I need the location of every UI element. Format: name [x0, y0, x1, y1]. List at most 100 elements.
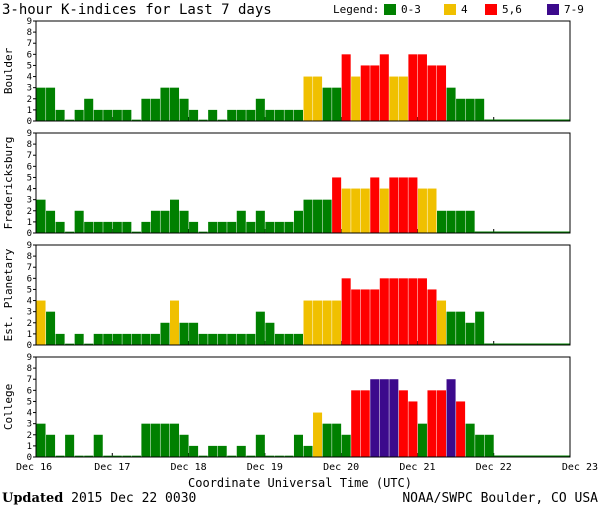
- k-bar: [303, 76, 313, 121]
- y-tick-label: 3: [27, 308, 32, 318]
- k-bar: [170, 423, 180, 457]
- y-tick-label: 0: [27, 453, 32, 463]
- k-bar: [284, 333, 294, 345]
- k-bar: [456, 98, 466, 121]
- y-tick-label: 1: [27, 106, 32, 116]
- k-bar: [179, 98, 189, 121]
- k-bar: [198, 231, 208, 233]
- k-bar: [179, 210, 189, 233]
- panel-frame: [35, 244, 571, 346]
- k-bar: [103, 221, 113, 233]
- k-bar: [93, 333, 103, 345]
- k-bar: [227, 455, 237, 457]
- k-bar: [55, 109, 65, 121]
- k-bar: [217, 119, 227, 121]
- k-bar: [93, 109, 103, 121]
- y-tick-label: 6: [27, 162, 32, 172]
- k-bar: [198, 455, 208, 457]
- k-bar: [446, 311, 456, 345]
- k-bar: [103, 455, 113, 457]
- y-tick-label: 1: [27, 442, 32, 452]
- k-bar: [246, 455, 256, 457]
- panel-frame: [35, 356, 571, 458]
- y-tick-label: 3: [27, 420, 32, 430]
- k-bar: [55, 333, 65, 345]
- k-bar: [65, 434, 75, 457]
- k-bar: [150, 423, 160, 457]
- y-tick-label: 4: [27, 73, 32, 83]
- k-bar: [84, 98, 94, 121]
- k-bar: [189, 221, 199, 233]
- panel-frame: [35, 132, 571, 234]
- k-bar: [74, 210, 84, 233]
- k-bar: [55, 221, 65, 233]
- k-bar: [236, 109, 246, 121]
- legend: Legend: 0-3 4 5,6 7-9: [333, 3, 584, 16]
- k-bar: [236, 210, 246, 233]
- k-bar: [484, 434, 494, 457]
- k-bar: [274, 455, 284, 457]
- k-bar: [122, 221, 132, 233]
- legend-swatch-2: [485, 4, 497, 15]
- k-bar: [465, 210, 475, 233]
- panel-label: Boulder: [2, 47, 15, 94]
- y-tick-label: 4: [27, 297, 32, 307]
- x-tick-label: Dec 23: [562, 462, 598, 473]
- k-bar: [293, 434, 303, 457]
- k-bar: [217, 445, 227, 457]
- y-tick-label: 2: [27, 95, 32, 105]
- k-bar: [141, 423, 151, 457]
- legend-swatch-1: [444, 4, 456, 15]
- k-bar: [112, 333, 122, 345]
- k-bar: [446, 87, 456, 121]
- k-bar: [332, 423, 342, 457]
- k-bar: [446, 379, 456, 457]
- legend-swatch-3: [547, 4, 559, 15]
- k-bar: [112, 455, 122, 457]
- k-bar: [303, 300, 313, 345]
- k-bar: [65, 343, 75, 345]
- k-bar: [65, 119, 75, 121]
- k-bar: [313, 300, 323, 345]
- k-bar: [122, 455, 132, 457]
- y-tick-label: 2: [27, 431, 32, 441]
- footer-updated: Updated 2015 Dec 22 0030: [2, 491, 196, 506]
- k-bar: [46, 434, 56, 457]
- k-bar: [475, 434, 485, 457]
- k-bar: [293, 210, 303, 233]
- x-axis-ticks: Dec 16 Dec 17 Dec 18 Dec 19 Dec 20 Dec 21 Dec …: [16, 462, 598, 473]
- k-bar: [379, 54, 389, 122]
- baseline-fill: [484, 343, 570, 345]
- k-bar: [475, 311, 485, 345]
- k-bar: [360, 390, 370, 457]
- k-bar: [437, 390, 447, 457]
- k-bar: [246, 109, 256, 121]
- y-tick-label: 6: [27, 50, 32, 60]
- k-bar: [141, 98, 151, 121]
- k-bar: [341, 278, 351, 345]
- k-bar: [341, 188, 351, 233]
- y-tick-label: 2: [27, 319, 32, 329]
- y-tick-label: 7: [27, 39, 32, 49]
- x-tick-label: Dec 18: [171, 462, 207, 473]
- k-bar: [379, 278, 389, 345]
- y-tick-label: 7: [27, 263, 32, 273]
- k-bar: [332, 87, 342, 121]
- y-tick-label: 7: [27, 151, 32, 161]
- k-bar: [360, 188, 370, 233]
- k-bar: [341, 434, 351, 457]
- k-bar: [265, 455, 275, 457]
- y-tick-label: 3: [27, 84, 32, 94]
- y-tick-label: 0: [27, 341, 32, 351]
- k-bar: [150, 210, 160, 233]
- x-tick-label: Dec 21: [399, 462, 435, 473]
- k-bar: [398, 177, 408, 233]
- y-tick-label: 9: [27, 17, 32, 27]
- k-bar: [284, 109, 294, 121]
- k-bar: [408, 278, 418, 345]
- k-bar: [293, 109, 303, 121]
- k-bar: [408, 54, 418, 122]
